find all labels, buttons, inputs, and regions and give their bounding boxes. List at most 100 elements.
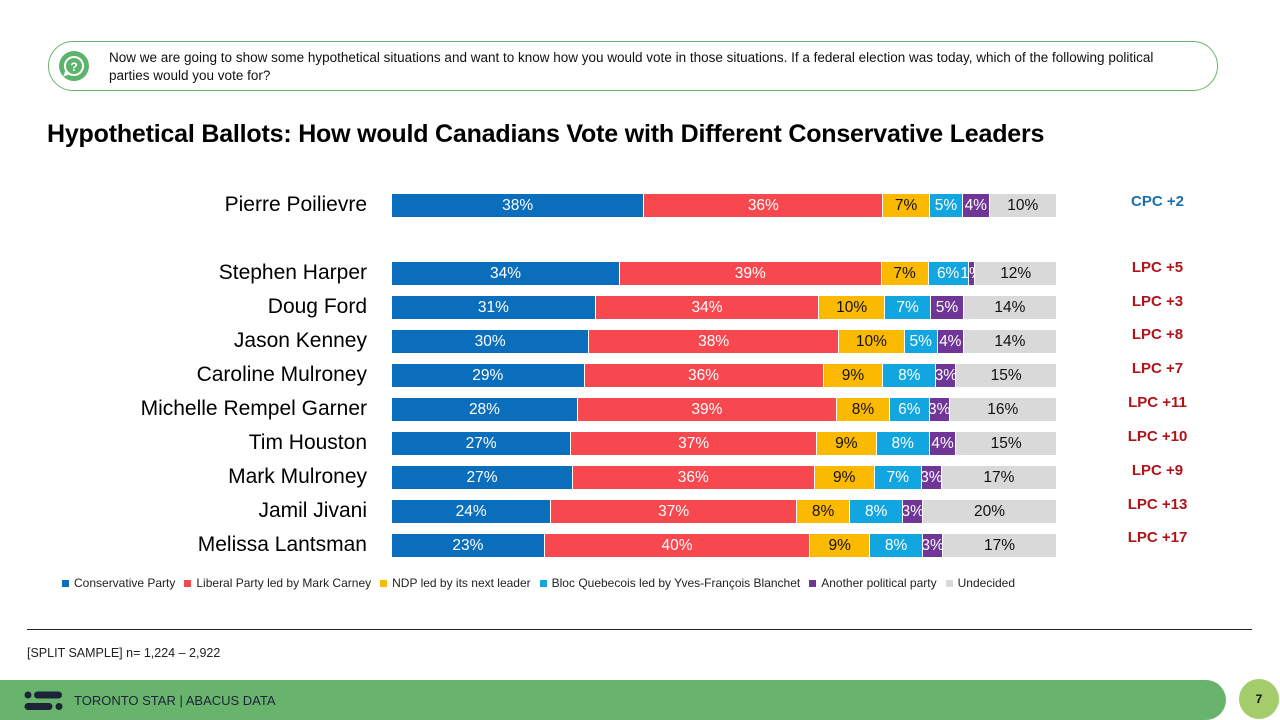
legend-item: Another political party (809, 576, 937, 590)
bar-segment: 4% (929, 432, 957, 455)
data-label: 8% (811, 502, 835, 520)
data-label: 7% (894, 196, 918, 214)
question-text: Now we are going to show some hypothetic… (109, 50, 1154, 83)
bar-segment: 5% (929, 194, 963, 217)
lead-label: LPC +9 (1131, 462, 1184, 479)
lead-label: LPC +10 (1127, 428, 1188, 445)
bar-segment: 40% (544, 534, 811, 557)
legend-label: Bloc Quebecois led by Yves-François Blan… (551, 576, 801, 590)
legend-label: Another political party (821, 576, 937, 590)
bar-segment: 37% (551, 500, 798, 523)
bar-segment: 38% (392, 194, 645, 217)
bar-row: 30% 38% 10% 5% 4% 14% (392, 330, 1056, 353)
data-label: 5% (909, 332, 932, 350)
data-label: 17% (984, 536, 1016, 554)
bar-segment: 37% (571, 432, 817, 455)
data-label: 7% (886, 468, 910, 486)
legend-swatch (945, 579, 953, 587)
row-label: Stephen Harper (218, 261, 367, 284)
bar-segment: 39% (620, 262, 882, 285)
legend-item: Undecided (945, 576, 1015, 590)
bar-segment: 16% (949, 398, 1056, 421)
bar-segment: 15% (956, 364, 1056, 387)
bar-segment: 34% (392, 262, 621, 285)
bar-segment: 1% (960, 262, 983, 285)
bar-row: 38% 36% 7% 5% 4% 10% (392, 194, 1056, 217)
bar-segment: 34% (595, 296, 820, 319)
sample-size-note: [SPLIT SAMPLE] n= 1,224 – 2,922 (27, 646, 221, 660)
legend-item: Bloc Quebecois led by Yves-François Blan… (539, 576, 801, 590)
data-label: 9% (835, 434, 858, 452)
bar-segment: 12% (975, 262, 1056, 285)
data-label: 8% (864, 502, 888, 520)
data-label: 4% (931, 434, 954, 452)
bar-segment: 20% (923, 500, 1056, 523)
data-label: 7% (893, 264, 916, 282)
bar-segment: 15% (956, 432, 1056, 455)
bar-segment: 7% (885, 296, 932, 319)
legend-label: Liberal Party led by Mark Carney (196, 576, 372, 590)
data-label: 14% (994, 332, 1026, 350)
footer-brand: TORONTO STAR | ABACUS DATA (74, 693, 276, 708)
data-label: 5% (935, 298, 959, 316)
data-label: 8% (898, 366, 921, 384)
bar-segment: 8% (850, 500, 904, 523)
data-label: 15% (990, 434, 1022, 452)
data-label: 39% (691, 400, 723, 418)
bar-row: 27% 37% 9% 8% 4% 15% (392, 432, 1056, 455)
bar-row: 23% 40% 9% 8% 3% 17% (392, 534, 1056, 557)
data-label: 38% (502, 196, 534, 214)
data-label: 9% (828, 536, 851, 554)
chart-legend: Conservative Party Liberal Party led by M… (62, 576, 1024, 590)
svg-text:?: ? (70, 60, 77, 74)
data-label: 7% (896, 298, 919, 316)
row-label: Michelle Rempel Garner (140, 397, 367, 420)
bar-segment: 28% (392, 398, 578, 421)
bar-segment: 10% (819, 296, 886, 319)
bar-segment: 7% (881, 262, 929, 285)
data-label: 34% (490, 264, 522, 282)
row-label: Mark Mulroney (228, 465, 367, 488)
row-label: Pierre Poilievre (224, 193, 367, 216)
row-label: Jason Kenney (233, 329, 367, 352)
legend-swatch (539, 579, 547, 587)
bar-segment: 5% (931, 296, 964, 319)
bar-segment: 17% (941, 466, 1056, 489)
bar-segment: 30% (392, 330, 590, 353)
data-label: 36% (688, 366, 720, 384)
legend-swatch (809, 579, 817, 587)
data-label: 20% (974, 502, 1006, 520)
row-label: Caroline Mulroney (196, 363, 367, 386)
data-label: 9% (833, 468, 856, 486)
data-label: 37% (678, 434, 710, 452)
bar-row: 29% 36% 9% 8% 3% 15% (392, 364, 1056, 387)
bar-segment: 9% (823, 364, 884, 387)
legend-item: NDP led by its next leader (380, 576, 531, 590)
bar-segment: 24% (392, 500, 552, 523)
bar-segment: 10% (839, 330, 905, 353)
lead-label: LPC +5 (1131, 259, 1184, 276)
bar-segment: 3% (920, 466, 943, 489)
data-label: 4% (964, 196, 987, 214)
data-label: 3% (901, 502, 924, 520)
data-label: 36% (747, 196, 779, 214)
bar-segment: 14% (963, 296, 1056, 319)
bar-segment: 17% (943, 534, 1056, 557)
data-label: 30% (474, 332, 506, 350)
question-box: ? Now we are going to show some hypothet… (48, 41, 1218, 91)
legend-item: Conservative Party (62, 576, 175, 590)
data-label: 37% (658, 502, 690, 520)
data-label: 4% (939, 332, 962, 350)
divider (27, 629, 1252, 630)
data-label: 10% (855, 332, 887, 350)
bar-segment: 3% (928, 398, 950, 421)
bar-segment: 23% (392, 534, 545, 557)
bar-segment: 8% (876, 432, 930, 455)
data-label: 29% (472, 366, 504, 384)
bar-segment: 5% (904, 330, 938, 353)
bar-segment: 3% (901, 500, 924, 523)
chart-title: Hypothetical Ballots: How would Canadian… (47, 120, 1045, 148)
bar-segment: 9% (810, 534, 871, 557)
data-label: 3% (921, 536, 944, 554)
lead-label: LPC +11 (1128, 394, 1187, 411)
